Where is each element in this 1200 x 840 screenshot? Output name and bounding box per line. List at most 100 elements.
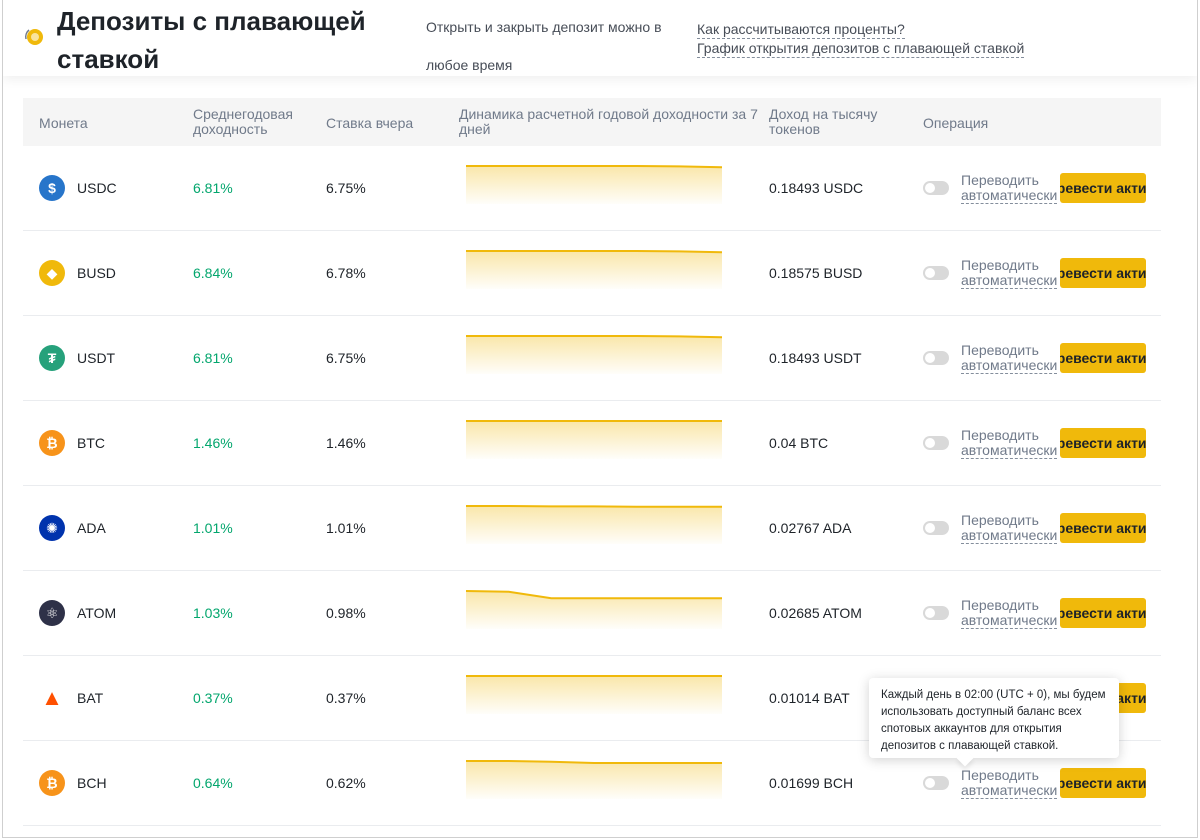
coin-cell: ✺ ADA xyxy=(39,486,106,570)
transfer-assets-button[interactable]: Перевести активы xyxy=(1060,768,1146,798)
yesterday-rate: 0.98% xyxy=(326,605,366,621)
usdt-icon: ₮ xyxy=(39,345,65,371)
coin-cell: ◆ BUSD xyxy=(39,231,116,315)
sparkline-line xyxy=(466,250,722,254)
sparkline-area xyxy=(466,336,722,374)
table-row: ◆ BUSD 6.84% 6.78% 0.18575 BUSD Переводить авт… xyxy=(23,231,1161,316)
col-coin: Монета xyxy=(39,115,88,131)
busd-icon: ◆ xyxy=(39,260,65,286)
ada-icon: ✺ xyxy=(39,515,65,541)
yesterday-rate: 6.75% xyxy=(326,350,366,366)
coin-name: USDT xyxy=(77,350,116,366)
yesterday-rate: 0.62% xyxy=(326,775,366,791)
sparkline-line xyxy=(466,165,722,169)
income-value: 0.01699 BCH xyxy=(769,775,854,791)
auto-transfer-toggle[interactable] xyxy=(923,351,949,365)
auto-transfer-toggle[interactable] xyxy=(923,521,949,535)
coin-name: BTC xyxy=(77,435,105,451)
coin-name: ADA xyxy=(77,520,106,536)
bch-icon: ₿ xyxy=(39,770,65,796)
auto-label-line1: Переводить xyxy=(961,427,1039,443)
sparkline-area xyxy=(466,676,722,714)
yesterday-rate: 6.78% xyxy=(326,265,366,281)
table-header: Монета Среднегодовая доходность Ставка в… xyxy=(23,98,1161,146)
coin-name: BUSD xyxy=(77,265,116,281)
auto-transfer-toggle[interactable] xyxy=(923,181,949,195)
apy-trend-sparkline xyxy=(466,760,722,799)
transfer-assets-button[interactable]: Перевести активы xyxy=(1060,343,1146,373)
apy-trend-sparkline xyxy=(466,505,722,544)
apy-value: 6.81% xyxy=(193,350,233,366)
sparkline-area xyxy=(466,761,722,799)
table-row: ₿ BCH 0.64% 0.62% 0.01699 BCH Переводить автом… xyxy=(23,741,1161,826)
coin-name: BAT xyxy=(77,690,104,706)
income-value: 0.02767 ADA xyxy=(769,520,852,536)
yesterday-rate: 6.75% xyxy=(326,180,366,196)
transfer-assets-button[interactable]: Перевести активы xyxy=(1060,598,1146,628)
transfer-assets-button[interactable]: Перевести активы xyxy=(1060,173,1146,203)
header-links: Как рассчитываются проценты? График откр… xyxy=(697,20,1025,58)
atom-icon: ⚛ xyxy=(39,600,65,626)
col-yesterday: Ставка вчера xyxy=(326,115,414,131)
auto-transfer-tooltip: Каждый день в 02:00 (UTC + 0), мы будем … xyxy=(869,678,1119,758)
sparkline-line xyxy=(466,760,722,764)
sparkline-line xyxy=(466,590,722,600)
auto-label-line1: Переводить xyxy=(961,512,1039,528)
apy-trend-sparkline xyxy=(466,335,722,374)
auto-transfer-toggle[interactable] xyxy=(923,436,949,450)
auto-transfer-toggle[interactable] xyxy=(923,266,949,280)
yesterday-rate: 1.46% xyxy=(326,435,366,451)
page-header: Депозиты с плавающей ставкой Открыть и з… xyxy=(3,0,1197,76)
sparkline-area xyxy=(466,506,722,544)
auto-transfer-toggle[interactable] xyxy=(923,606,949,620)
deposit-schedule-link[interactable]: График открытия депозитов с плавающей ст… xyxy=(697,40,1025,58)
btc-icon: ₿ xyxy=(39,430,65,456)
transfer-assets-button[interactable]: Перевести активы xyxy=(1060,258,1146,288)
auto-label-line1: Переводить xyxy=(961,342,1039,358)
auto-transfer-toggle[interactable] xyxy=(923,776,949,790)
savings-coin-icon xyxy=(25,29,43,45)
auto-label-line2: автоматически xyxy=(961,441,1058,459)
table-row: ₮ USDT 6.81% 6.75% 0.18493 USDT Переводить авт… xyxy=(23,316,1161,401)
coin-cell: ₿ BTC xyxy=(39,401,105,485)
transfer-assets-button[interactable]: Перевести активы xyxy=(1060,513,1146,543)
transfer-assets-button[interactable]: Перевести активы xyxy=(1060,428,1146,458)
auto-label-line2: автоматически xyxy=(961,271,1058,289)
auto-label-line1: Переводить xyxy=(961,257,1039,273)
page-subtitle: Открыть и закрыть депозит можно в любое … xyxy=(426,19,662,73)
interest-calc-link[interactable]: Как рассчитываются проценты? xyxy=(697,21,905,39)
apy-value: 1.46% xyxy=(193,435,233,451)
apy-value: 0.64% xyxy=(193,775,233,791)
apy-value: 1.03% xyxy=(193,605,233,621)
page-title: Депозиты с плавающей ставкой xyxy=(57,6,366,74)
auto-label-line1: Переводить xyxy=(961,172,1039,188)
sparkline-line xyxy=(466,505,722,508)
coin-cell: ₿ BCH xyxy=(39,741,107,825)
income-value: 0.01014 BAT xyxy=(769,690,850,706)
income-value: 0.18575 BUSD xyxy=(769,265,863,281)
yesterday-rate: 1.01% xyxy=(326,520,366,536)
table-row: $ USDC 6.81% 6.75% 0.18493 USDC Переводить авт… xyxy=(23,146,1161,231)
sparkline-area xyxy=(466,166,722,204)
apy-value: 6.81% xyxy=(193,180,233,196)
coin-cell: $ USDC xyxy=(39,146,117,230)
apy-value: 6.84% xyxy=(193,265,233,281)
auto-label-line1: Переводить xyxy=(961,767,1039,783)
col-income: Доход на тысячу токенов xyxy=(769,106,878,137)
col-trend: Динамика расчетной годовой доходности за… xyxy=(459,106,758,137)
coin-name: ATOM xyxy=(77,605,117,621)
